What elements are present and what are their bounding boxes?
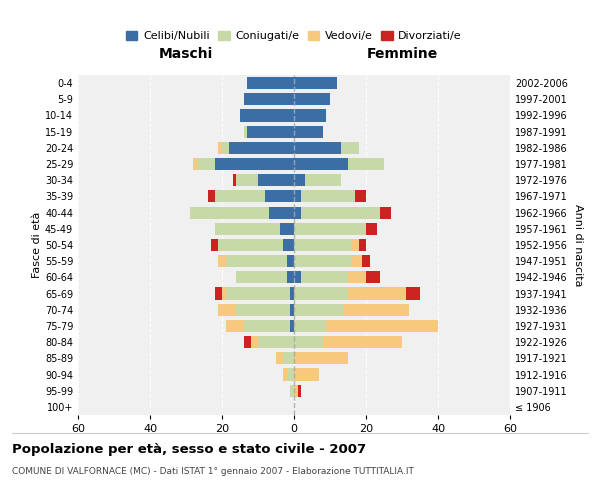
Bar <box>294 158 348 170</box>
Bar <box>366 222 377 235</box>
Bar <box>294 368 319 380</box>
Y-axis label: Anni di nascita: Anni di nascita <box>573 204 583 286</box>
Bar <box>380 206 391 218</box>
Bar <box>326 320 438 332</box>
Bar <box>294 272 301 283</box>
Bar <box>341 142 359 154</box>
Bar <box>294 384 298 397</box>
Bar <box>222 142 229 154</box>
Bar <box>276 352 283 364</box>
Text: Popolazione per età, sesso e stato civile - 2007: Popolazione per età, sesso e stato civil… <box>12 442 366 456</box>
Bar <box>236 174 258 186</box>
Bar <box>294 206 301 218</box>
Bar <box>218 304 236 316</box>
Bar <box>348 272 366 283</box>
Bar <box>301 190 355 202</box>
Bar <box>294 126 323 138</box>
Bar <box>211 239 218 251</box>
Bar <box>215 190 265 202</box>
Bar <box>280 222 294 235</box>
Bar <box>290 288 294 300</box>
Text: COMUNE DI VALFORNACE (MC) - Dati ISTAT 1° gennaio 2007 - Elaborazione TUTTITALIA: COMUNE DI VALFORNACE (MC) - Dati ISTAT 1… <box>12 468 414 476</box>
Bar <box>236 304 290 316</box>
Bar <box>290 304 294 316</box>
Bar <box>348 288 406 300</box>
Bar <box>244 126 247 138</box>
Bar <box>301 206 380 218</box>
Bar <box>226 288 290 300</box>
Legend: Celibi/Nubili, Coniugati/e, Vedovi/e, Divorziati/e: Celibi/Nubili, Coniugati/e, Vedovi/e, Di… <box>122 26 466 46</box>
Bar <box>265 190 294 202</box>
Bar <box>287 272 294 283</box>
Bar <box>222 288 226 300</box>
Bar <box>294 110 326 122</box>
Bar <box>287 255 294 268</box>
Bar <box>352 239 359 251</box>
Bar <box>294 174 305 186</box>
Bar <box>226 255 287 268</box>
Bar <box>352 255 362 268</box>
Bar <box>229 142 294 154</box>
Bar <box>215 158 294 170</box>
Bar <box>233 174 236 186</box>
Bar <box>305 174 341 186</box>
Bar <box>269 206 294 218</box>
Text: Maschi: Maschi <box>159 48 213 62</box>
Bar <box>294 320 326 332</box>
Bar <box>251 336 258 348</box>
Bar <box>218 239 283 251</box>
Bar <box>294 304 344 316</box>
Bar <box>294 352 348 364</box>
Bar <box>226 320 244 332</box>
Bar <box>294 336 323 348</box>
Bar <box>244 320 290 332</box>
Bar <box>301 272 348 283</box>
Bar <box>208 190 215 202</box>
Bar <box>294 77 337 89</box>
Bar <box>290 384 294 397</box>
Bar <box>193 158 197 170</box>
Bar <box>294 239 352 251</box>
Bar <box>362 255 370 268</box>
Bar <box>294 288 348 300</box>
Bar <box>190 206 269 218</box>
Bar <box>323 336 402 348</box>
Bar <box>290 320 294 332</box>
Bar <box>218 142 222 154</box>
Bar <box>406 288 420 300</box>
Bar <box>258 336 294 348</box>
Bar <box>287 368 294 380</box>
Y-axis label: Fasce di età: Fasce di età <box>32 212 42 278</box>
Bar <box>218 255 226 268</box>
Bar <box>294 190 301 202</box>
Bar <box>197 158 215 170</box>
Bar <box>294 255 352 268</box>
Bar <box>247 126 294 138</box>
Bar <box>294 222 366 235</box>
Bar <box>355 190 366 202</box>
Bar <box>244 336 251 348</box>
Bar <box>359 239 366 251</box>
Bar <box>215 288 222 300</box>
Bar <box>344 304 409 316</box>
Bar <box>236 272 287 283</box>
Bar <box>366 272 380 283</box>
Bar <box>215 222 280 235</box>
Bar <box>298 384 301 397</box>
Bar <box>240 110 294 122</box>
Bar <box>244 93 294 106</box>
Bar <box>258 174 294 186</box>
Text: Femmine: Femmine <box>367 48 437 62</box>
Bar <box>294 142 341 154</box>
Bar <box>283 239 294 251</box>
Bar <box>294 93 330 106</box>
Bar <box>283 352 294 364</box>
Bar <box>348 158 384 170</box>
Bar <box>283 368 287 380</box>
Bar <box>247 77 294 89</box>
